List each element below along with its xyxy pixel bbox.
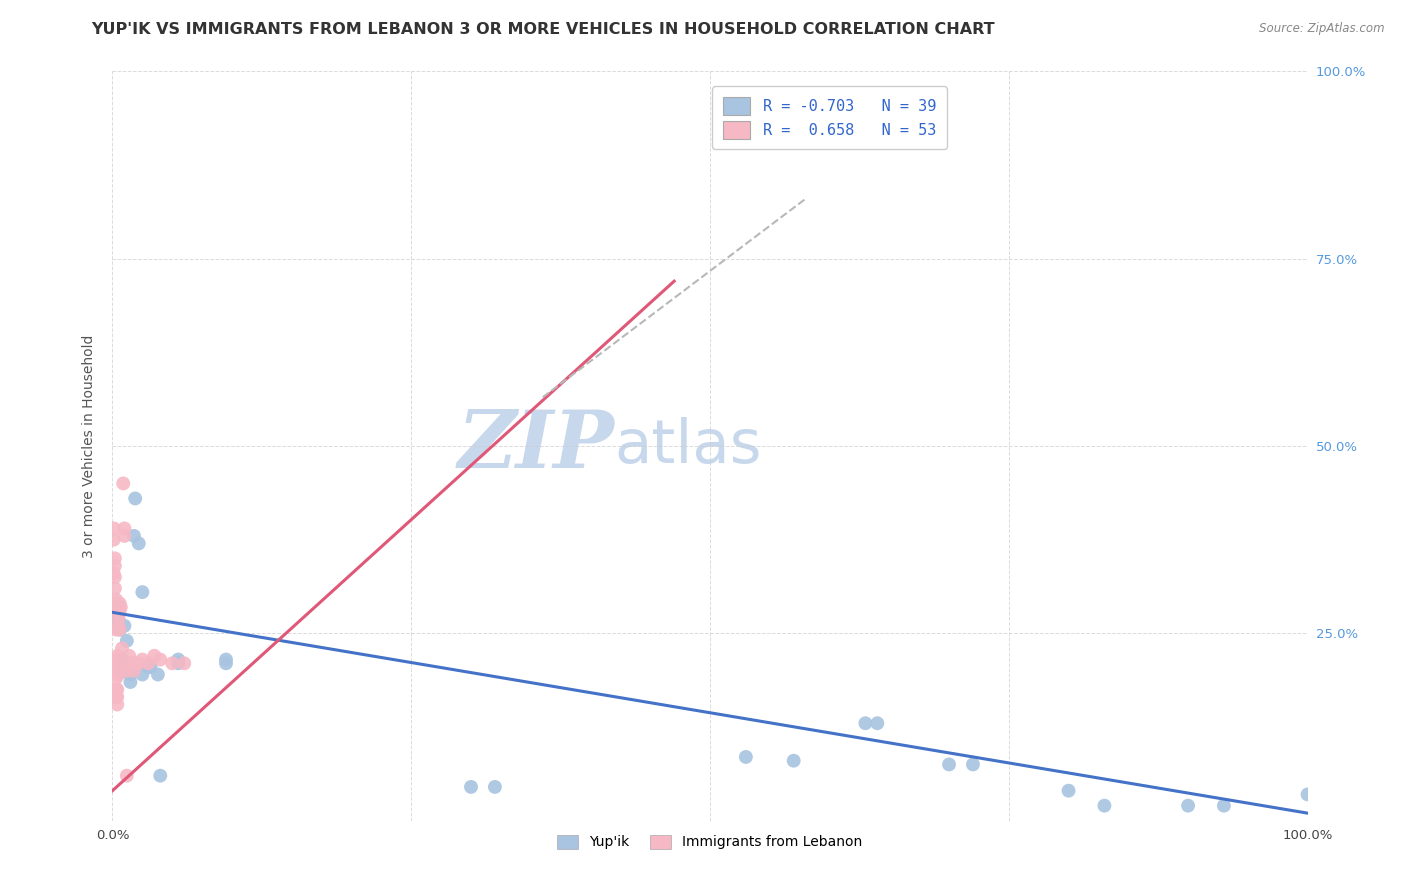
Point (105, 682, 128, 697)
Point (128, 536, 150, 550)
Point (146, 667, 169, 681)
Point (149, 652, 172, 666)
Point (110, 657, 132, 671)
Point (105, 611, 128, 625)
Point (1094, 798, 1116, 813)
Point (120, 667, 142, 681)
Point (1296, 788, 1319, 802)
Point (108, 596, 131, 610)
Point (104, 596, 127, 610)
Point (105, 657, 128, 671)
Text: Source: ZipAtlas.com: Source: ZipAtlas.com (1260, 22, 1385, 36)
Point (162, 657, 183, 671)
Point (1057, 783, 1080, 797)
Legend: Yup'ik, Immigrants from Lebanon: Yup'ik, Immigrants from Lebanon (553, 829, 868, 855)
Point (108, 657, 131, 671)
Point (105, 623, 128, 637)
Point (107, 611, 129, 625)
Point (107, 619, 129, 633)
Point (108, 664, 131, 678)
Point (105, 600, 128, 615)
Point (122, 657, 145, 671)
Point (108, 623, 131, 637)
Point (105, 690, 128, 704)
Point (120, 675, 142, 690)
Point (104, 582, 127, 596)
Point (215, 657, 238, 671)
Point (103, 521, 125, 535)
Point (139, 660, 162, 674)
Point (149, 769, 172, 783)
Point (855, 716, 877, 731)
Point (110, 600, 132, 615)
Point (115, 664, 138, 678)
Point (114, 619, 135, 633)
Point (105, 652, 128, 666)
Point (167, 652, 190, 666)
Point (1177, 798, 1199, 813)
Point (105, 648, 128, 663)
Point (107, 619, 129, 633)
Point (125, 657, 148, 671)
Point (112, 476, 135, 491)
Point (105, 698, 128, 712)
Point (107, 667, 129, 681)
Point (120, 657, 142, 671)
Point (105, 600, 128, 615)
Point (460, 780, 482, 794)
Point (107, 600, 129, 615)
Point (105, 592, 128, 607)
Point (105, 664, 128, 678)
Point (138, 660, 160, 674)
Point (104, 551, 127, 566)
Point (107, 611, 129, 625)
Point (105, 604, 128, 618)
Point (114, 521, 135, 535)
Point (108, 604, 131, 618)
Text: atlas: atlas (614, 417, 762, 475)
Point (735, 750, 758, 764)
Point (115, 769, 138, 783)
Point (484, 780, 506, 794)
Point (105, 682, 128, 697)
Point (103, 566, 125, 581)
Point (122, 529, 145, 543)
Point (105, 596, 128, 610)
Point (105, 660, 128, 674)
Point (105, 671, 128, 685)
Point (938, 757, 960, 772)
Point (118, 648, 141, 663)
Point (131, 652, 153, 666)
Point (124, 491, 146, 506)
Point (143, 648, 166, 663)
Text: YUP'IK VS IMMIGRANTS FROM LEBANON 3 OR MORE VEHICLES IN HOUSEHOLD CORRELATION CH: YUP'IK VS IMMIGRANTS FROM LEBANON 3 OR M… (91, 22, 995, 37)
Point (962, 757, 984, 772)
Point (103, 533, 125, 547)
Point (866, 716, 889, 731)
Point (104, 558, 127, 573)
Point (112, 664, 135, 678)
Y-axis label: 3 or more Vehicles in Household: 3 or more Vehicles in Household (82, 334, 96, 558)
Point (105, 690, 128, 704)
Point (138, 657, 160, 671)
Point (111, 652, 134, 666)
Point (110, 660, 132, 674)
Point (105, 607, 128, 622)
Point (115, 633, 138, 648)
Point (782, 754, 804, 768)
Point (122, 664, 145, 678)
Point (131, 585, 153, 599)
Point (104, 570, 127, 584)
Point (111, 641, 134, 656)
Text: ZIP: ZIP (457, 408, 614, 484)
Point (167, 657, 190, 671)
Point (114, 529, 135, 543)
Point (1213, 798, 1236, 813)
Point (173, 657, 195, 671)
Point (128, 657, 150, 671)
Point (215, 652, 238, 666)
Point (131, 667, 153, 681)
Point (108, 623, 131, 637)
